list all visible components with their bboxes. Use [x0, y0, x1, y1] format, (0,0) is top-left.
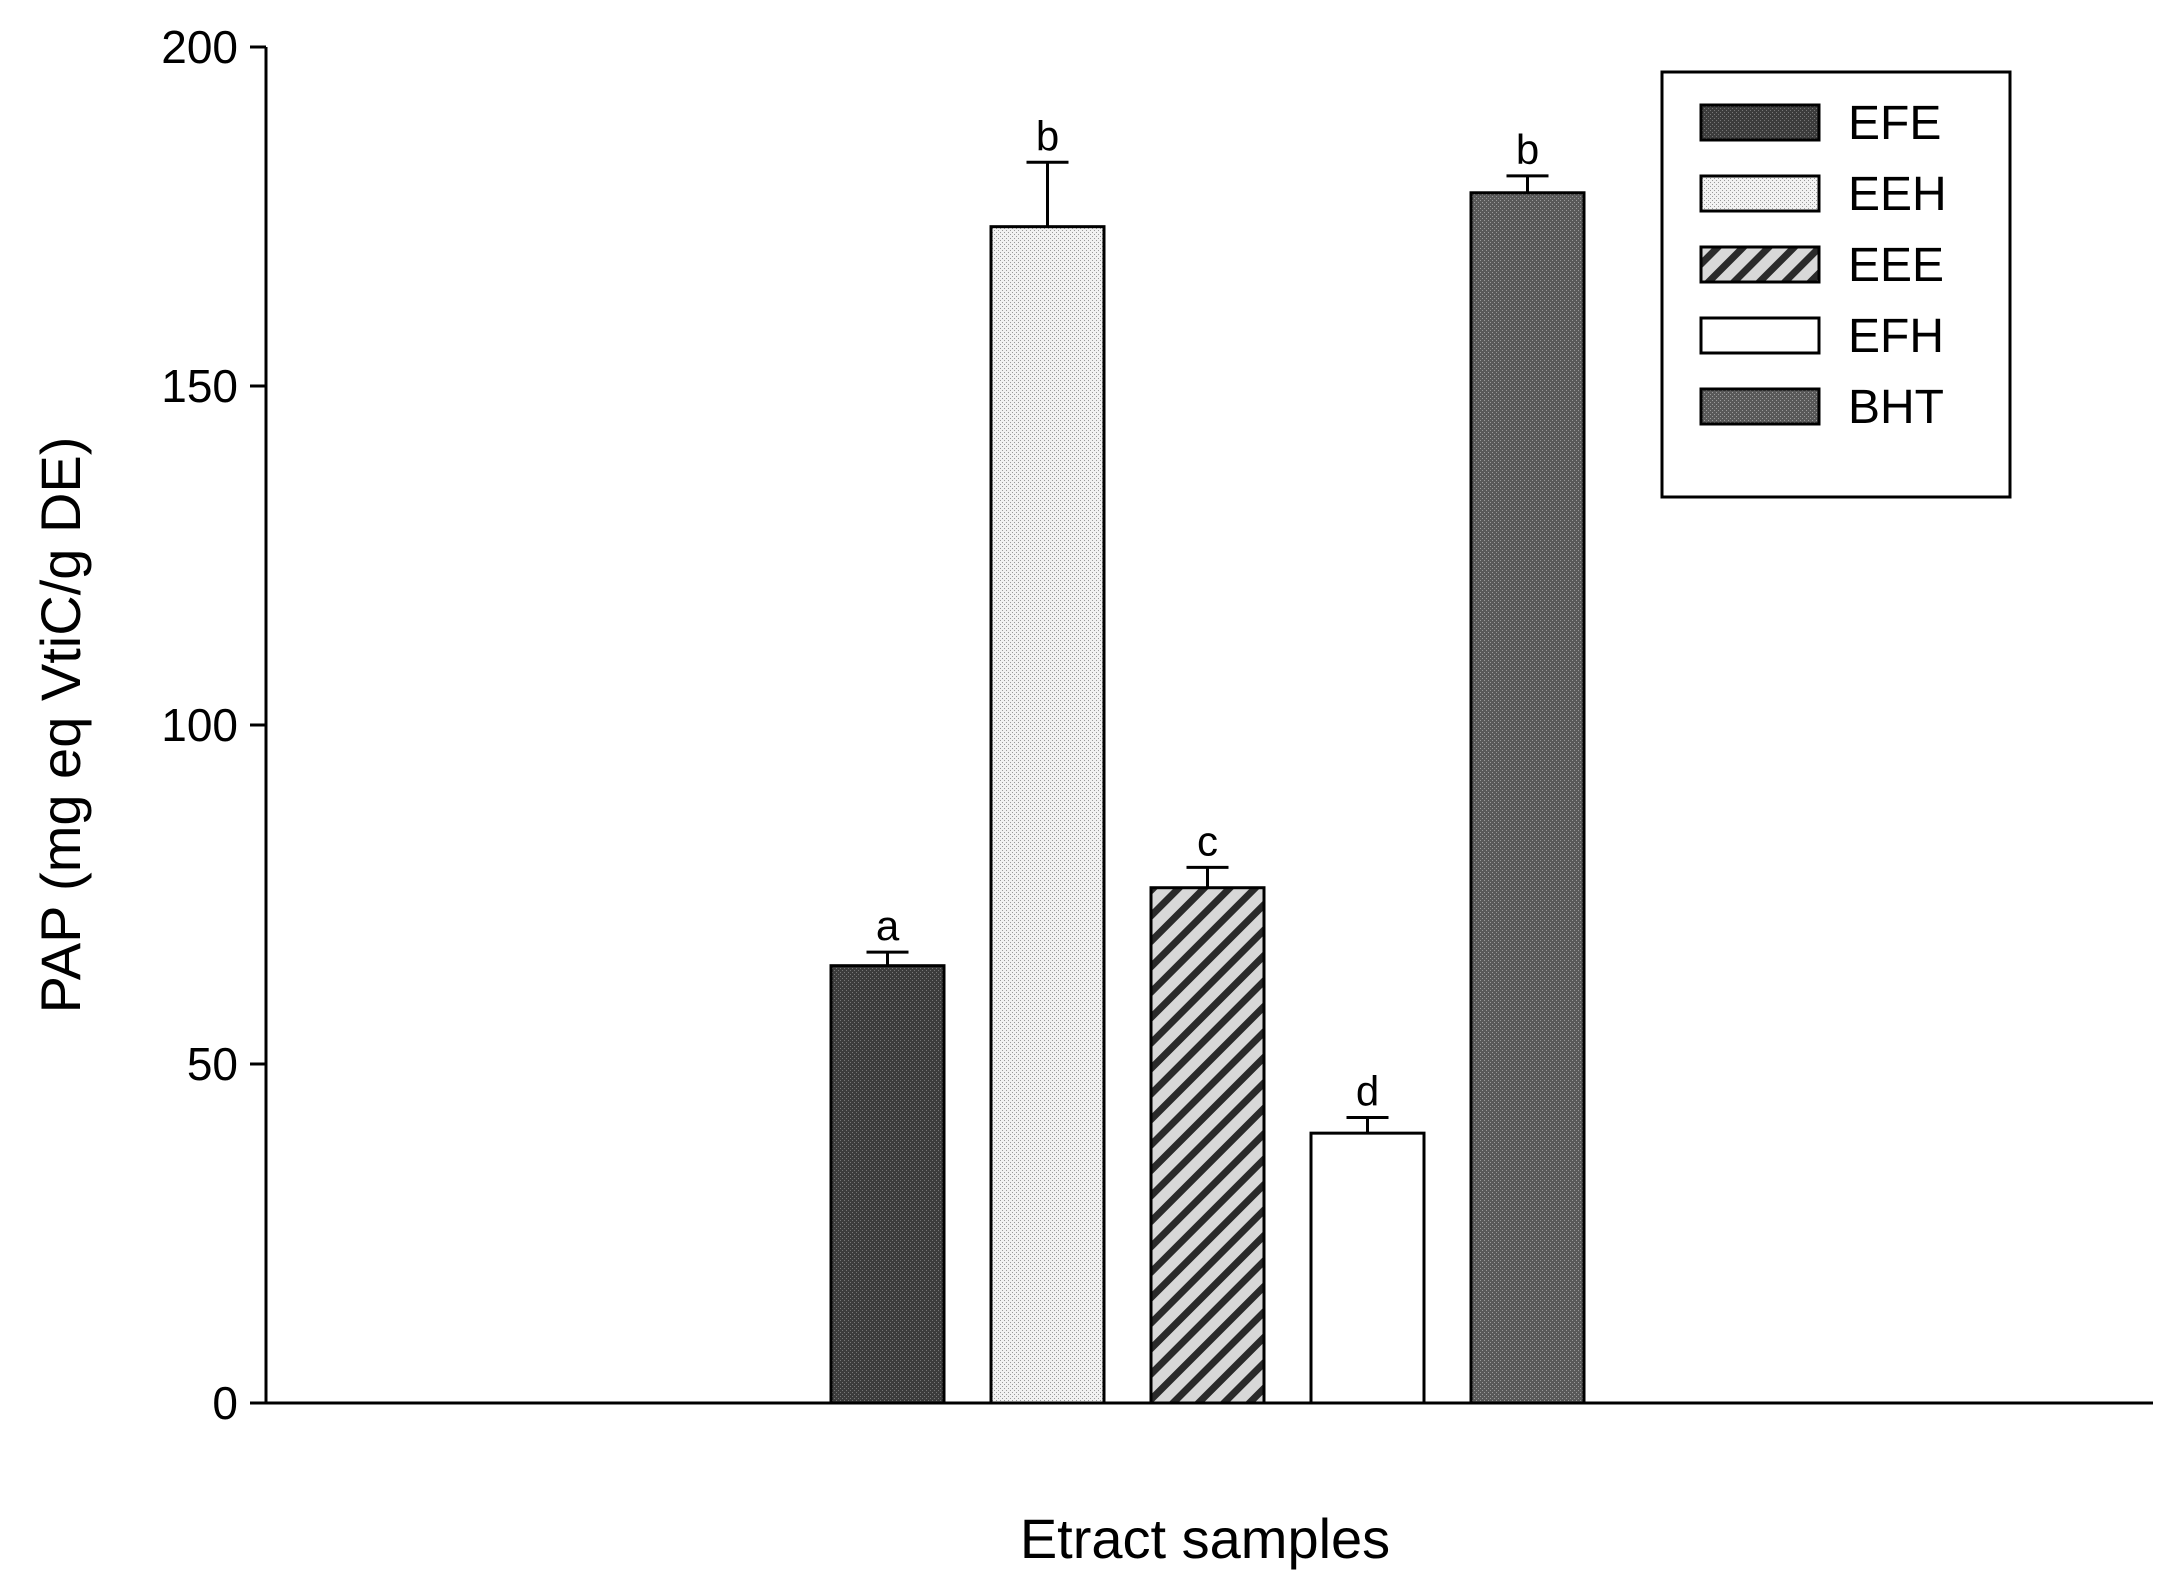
bars-group: a b c d b [829, 112, 1586, 1405]
y-tick-label: 150 [161, 360, 238, 412]
y-tick-label: 0 [212, 1377, 238, 1429]
legend-label-eee: EEE [1848, 239, 1944, 292]
significance-letter: c [1197, 817, 1218, 864]
y-tick-label: 50 [187, 1038, 238, 1090]
y-tick-label: 100 [161, 699, 238, 751]
legend-label-efe: EFE [1848, 97, 1941, 150]
bar-eee [1149, 886, 1266, 1405]
legend-swatch-efh [1699, 316, 1821, 355]
significance-letter: b [1516, 126, 1539, 173]
legend-swatch-efe [1699, 103, 1821, 142]
significance-letter: b [1036, 112, 1059, 159]
bar-efh [1309, 1131, 1426, 1405]
legend-label-efh: EFH [1848, 310, 1944, 363]
y-axis-title: PAP (mg eq VtiC/g DE) [29, 437, 92, 1014]
legend-swatch-eee [1699, 245, 1821, 284]
legend: EFE EEH EEE EFH BHT [1660, 70, 2012, 499]
legend-swatch-bht [1699, 387, 1821, 426]
legend-label-bht: BHT [1848, 381, 1944, 434]
y-axis-ticks: 0 50 100 150 200 [161, 21, 266, 1429]
bar-efe [829, 964, 946, 1405]
legend-swatch-eeh [1699, 174, 1821, 213]
legend-frame [1660, 70, 2012, 499]
y-tick-label: 200 [161, 21, 238, 73]
x-axis-title: Etract samples [1020, 1507, 1390, 1570]
significance-letter: a [876, 902, 900, 949]
bar-eeh [989, 225, 1106, 1405]
legend-label-eeh: EEH [1848, 168, 1947, 221]
significance-letter: d [1356, 1068, 1379, 1115]
bar-bht [1469, 191, 1586, 1405]
